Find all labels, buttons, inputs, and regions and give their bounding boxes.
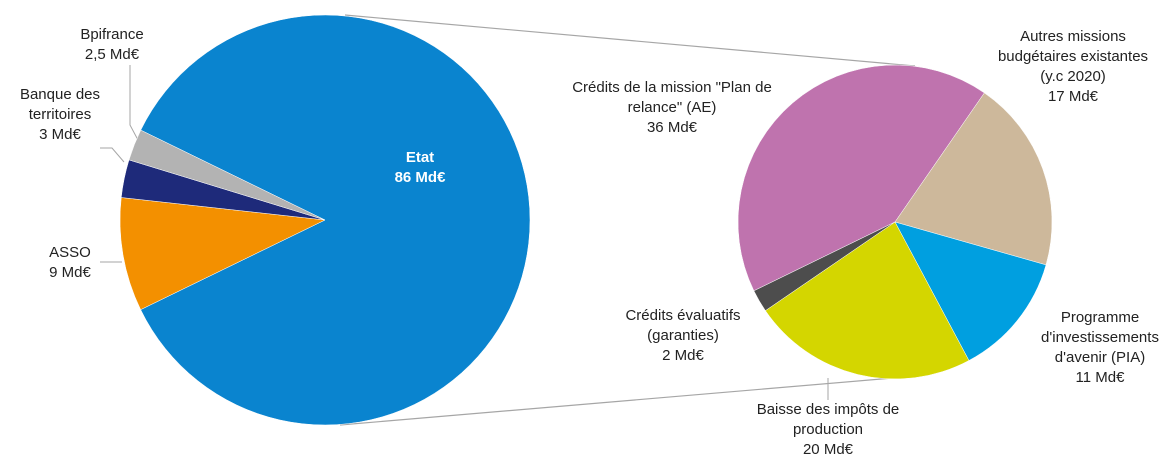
leader-line: [100, 147, 125, 163]
category-name: Crédits de la mission "Plan de relance" …: [572, 79, 772, 116]
pie-slice: [765, 221, 970, 380]
category-name: Bpifrance: [80, 26, 144, 43]
value-label: 3 Md€: [39, 126, 81, 143]
value-label: 20 Md€: [802, 441, 854, 458]
slice-label: Banque des territoires 3 Md€: [5, 85, 115, 145]
value-label: 36 Md€: [646, 119, 698, 136]
pie-slice: [140, 14, 531, 426]
pie-slice: [128, 129, 326, 221]
value-label: 2,5 Md€: [84, 46, 140, 63]
value-label: 2 Md€: [662, 347, 704, 364]
leader-line: [129, 65, 139, 141]
pie-slice: [894, 221, 1047, 361]
pie-slice: [894, 92, 1053, 266]
value-label: 9 Md€: [49, 264, 91, 281]
connector: [339, 376, 906, 426]
category-name: Banque des territoires: [19, 86, 101, 123]
category-name: Programme d'investissements d'avenir (PI…: [1041, 309, 1159, 366]
pie-slice: [753, 221, 896, 311]
value-label: 17 Md€: [1047, 88, 1099, 105]
category-name: Baisse des impôts de production: [756, 401, 900, 438]
slice-label: Crédits de la mission "Plan de relance" …: [572, 78, 772, 138]
slice-label: Programme d'investissements d'avenir (PI…: [1030, 308, 1167, 388]
connector: [344, 14, 916, 67]
slice-label: ASSO 9 Md€: [30, 243, 110, 283]
slice-label: Autres missions budgétaires existantes (…: [988, 27, 1158, 107]
slice-label: Etat 86 Md€: [360, 148, 480, 188]
slice-label: Crédits évaluatifs (garanties) 2 Md€: [608, 306, 758, 366]
category-name: Crédits évaluatifs (garanties): [625, 307, 741, 344]
slice-label: Bpifrance 2,5 Md€: [62, 25, 162, 65]
value-label: 11 Md€: [1075, 369, 1125, 386]
category-name: Autres missions budgétaires existantes (…: [997, 28, 1149, 85]
category-name: ASSO: [49, 244, 91, 261]
pie-slice: [737, 64, 985, 292]
value-label: 86 Md€: [394, 169, 446, 186]
category-name: Etat: [405, 149, 435, 166]
pie-slice: [119, 197, 326, 311]
slice-label: Baisse des impôts de production 20 Md€: [738, 400, 918, 460]
